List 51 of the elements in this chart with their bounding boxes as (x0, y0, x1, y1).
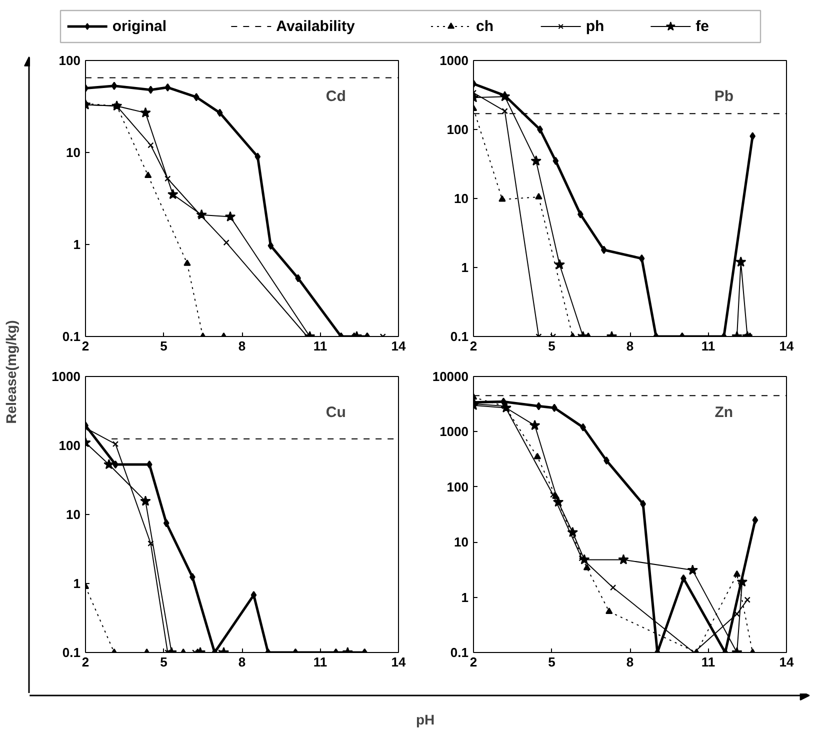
legend-label: ph (586, 18, 604, 35)
y-tick-label: 1 (461, 260, 469, 275)
y-tick-label: 1000 (440, 53, 468, 68)
y-tick-label: 10 (454, 534, 469, 550)
y-tick-label: 0.1 (62, 329, 81, 344)
x-tick-label: 2 (470, 338, 478, 354)
y-tick-label: 0.1 (450, 645, 469, 660)
y-tick-label: 1000 (52, 369, 80, 384)
y-tick-label: 100 (58, 53, 81, 68)
x-tick-label: 11 (701, 338, 716, 354)
x-axis-title: pH (416, 712, 435, 728)
x-tick-label: 14 (779, 654, 794, 670)
y-tick-label: 100 (446, 479, 469, 494)
x-tick-label: 2 (470, 654, 478, 670)
y-tick-label: 0.1 (450, 329, 469, 344)
legend-label: original (112, 18, 167, 35)
text: Pb (714, 88, 734, 105)
x-tick-label: 2 (82, 338, 90, 354)
x-tick-label: 8 (238, 654, 246, 670)
y-tick-label: 1 (73, 237, 81, 252)
x-tick-label: 8 (626, 338, 634, 354)
x-tick-label: 14 (391, 338, 406, 354)
y-tick-label: 10 (66, 507, 81, 522)
legend-label: Availability (276, 18, 356, 35)
x-tick-label: 14 (779, 338, 794, 354)
x-tick-label: 14 (391, 654, 406, 670)
x-tick-label: 5 (160, 338, 168, 354)
y-tick-label: 100 (446, 122, 469, 137)
x-tick-label: 2 (82, 654, 90, 670)
x-tick-label: 8 (626, 654, 634, 670)
x-tick-label: 5 (548, 338, 556, 354)
y-tick-label: 1000 (440, 424, 468, 440)
text: Cu (326, 404, 346, 421)
y-tick-label: 10 (66, 145, 81, 160)
x-tick-label: 8 (238, 338, 246, 354)
legend-label: ch (476, 18, 494, 35)
legend-label: fe (696, 18, 710, 35)
x-tick-label: 5 (548, 654, 556, 670)
x-tick-label: 11 (313, 338, 328, 354)
x-tick-label: 5 (160, 654, 168, 670)
text: Zn (714, 404, 734, 421)
x-tick-label: 11 (313, 654, 328, 670)
y-tick-label: 100 (58, 438, 81, 453)
y-tick-label: 1 (461, 590, 469, 605)
y-tick-label: 1 (73, 576, 81, 591)
y-tick-label: 10000 (432, 369, 469, 384)
y-tick-label: 0.1 (62, 645, 81, 660)
y-axis-title: Release(mg/kg) (3, 320, 19, 424)
x-tick-label: 11 (701, 654, 716, 670)
text: Cd (326, 88, 346, 105)
y-tick-label: 10 (454, 191, 469, 206)
